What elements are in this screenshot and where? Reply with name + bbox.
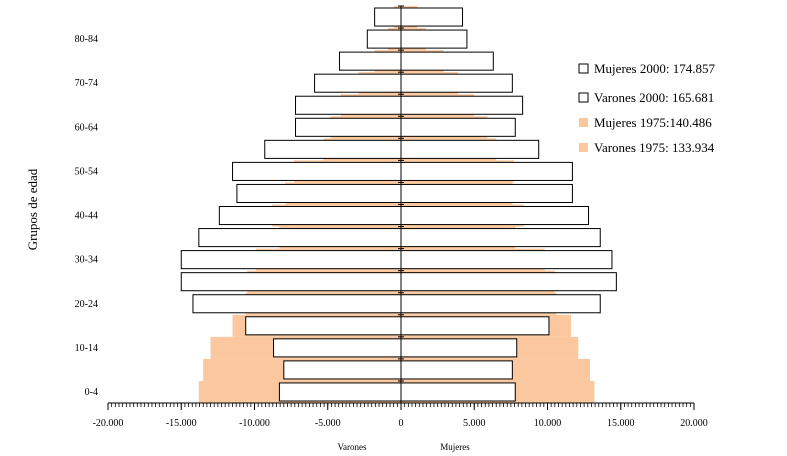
bar-mujeres-2000 bbox=[400, 294, 601, 314]
bar-mujeres-2000 bbox=[400, 95, 524, 115]
x-tick-label: 10.000 bbox=[534, 418, 562, 429]
bar-varones-2000 bbox=[366, 29, 402, 49]
bar-varones-2000 bbox=[283, 360, 402, 380]
mujeres-label: Mujeres bbox=[440, 442, 470, 452]
legend: Mujeres 2000: 174.857 Varones 2000: 165.6… bbox=[578, 61, 715, 155]
age-group-label: 60-64 bbox=[75, 122, 98, 133]
axes-group bbox=[107, 5, 695, 410]
bar-mujeres-2000 bbox=[400, 183, 573, 203]
bar-varones-2000 bbox=[218, 206, 402, 226]
x-tick-label: 5.000 bbox=[463, 418, 486, 429]
bar-mujeres-2000 bbox=[400, 117, 516, 137]
bar-mujeres-2000 bbox=[400, 272, 617, 292]
age-group-label: 40-44 bbox=[75, 211, 98, 222]
age-group-label: 50-54 bbox=[75, 166, 98, 177]
x-tick-label: -10.000 bbox=[239, 418, 270, 429]
age-group-label: 80-84 bbox=[75, 34, 98, 45]
bar-varones-2000 bbox=[338, 51, 402, 71]
bar-mujeres-2000 bbox=[400, 7, 464, 27]
bar-mujeres-2000 bbox=[400, 338, 518, 358]
bar-varones-2000 bbox=[236, 183, 402, 203]
legend-swatch-2000 bbox=[578, 63, 589, 74]
x-tick-label: 0 bbox=[399, 418, 404, 429]
bar-varones-2000 bbox=[295, 117, 402, 137]
x-tick-label: 15.000 bbox=[607, 418, 635, 429]
bar-mujeres-2000 bbox=[400, 228, 601, 248]
bar-varones-2000 bbox=[198, 228, 402, 248]
x-tick-label: -5.000 bbox=[315, 418, 341, 429]
age-group-label: 0-4 bbox=[85, 387, 98, 398]
x-tick-label: -20.000 bbox=[93, 418, 124, 429]
bar-varones-2000 bbox=[232, 161, 402, 181]
legend-label: Mujeres 2000: 174.857 bbox=[594, 61, 715, 76]
bar-varones-2000 bbox=[180, 250, 402, 270]
legend-label: Varones 2000: 165.681 bbox=[594, 90, 714, 105]
bar-mujeres-2000 bbox=[400, 316, 550, 336]
legend-swatch-2000 bbox=[578, 92, 589, 103]
bar-varones-2000 bbox=[295, 95, 402, 115]
legend-swatch-1975 bbox=[579, 118, 588, 127]
bar-varones-2000 bbox=[192, 294, 402, 314]
bar-mujeres-2000 bbox=[400, 206, 590, 226]
bars-2000-group bbox=[180, 7, 617, 402]
bar-varones-2000 bbox=[374, 7, 402, 27]
bar-varones-2000 bbox=[180, 272, 402, 292]
bar-varones-2000 bbox=[273, 338, 402, 358]
legend-label: Varones 1975: 133.934 bbox=[594, 140, 715, 155]
bar-mujeres-2000 bbox=[400, 51, 494, 71]
bar-mujeres-2000 bbox=[400, 382, 516, 402]
bar-mujeres-2000 bbox=[400, 73, 513, 93]
bar-varones-2000 bbox=[264, 139, 402, 159]
bar-mujeres-2000 bbox=[400, 250, 613, 270]
bar-mujeres-2000 bbox=[400, 29, 468, 49]
legend-label: Mujeres 1975:140.486 bbox=[594, 115, 712, 130]
x-tick-label: -15.000 bbox=[166, 418, 197, 429]
bar-varones-2000 bbox=[245, 316, 402, 336]
bar-mujeres-2000 bbox=[400, 139, 540, 159]
bar-mujeres-2000 bbox=[400, 360, 513, 380]
varones-label: Varones bbox=[338, 442, 367, 452]
age-group-label: 20-24 bbox=[75, 299, 98, 310]
labels-group: -20.000 -15.000 -10.000 -5.000 0 5.000 10.000 1… bbox=[25, 34, 708, 452]
age-group-label: 10-14 bbox=[75, 343, 98, 354]
age-group-label: 30-34 bbox=[75, 255, 98, 266]
x-tick-label: 20.000 bbox=[680, 418, 708, 429]
bar-mujeres-2000 bbox=[400, 161, 573, 181]
bar-varones-2000 bbox=[278, 382, 402, 402]
legend-swatch-1975 bbox=[579, 143, 588, 152]
bar-varones-2000 bbox=[314, 73, 402, 93]
y-axis-title: Grupos de edad bbox=[25, 168, 40, 250]
age-group-label: 70-74 bbox=[75, 78, 98, 89]
